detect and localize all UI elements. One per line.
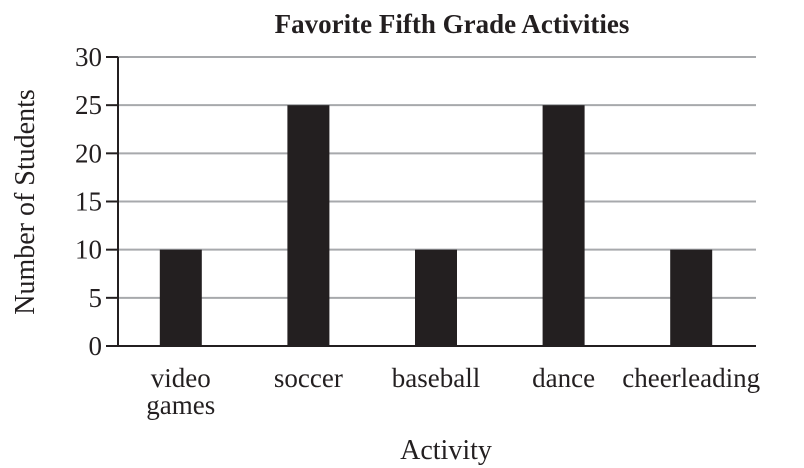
chart-title: Favorite Fifth Grade Activities: [275, 9, 630, 39]
y-tick-label: 5: [89, 283, 103, 313]
x-category-label: video: [151, 363, 211, 393]
axes: [106, 56, 756, 347]
bar: [670, 249, 713, 346]
x-axis-label: Activity: [400, 435, 492, 466]
y-tick-label: 15: [75, 187, 102, 217]
x-category-label: soccer: [274, 363, 343, 393]
bar: [287, 105, 330, 347]
y-axis-label: Number of Students: [10, 89, 41, 315]
bars: [159, 105, 713, 347]
y-tick-label: 30: [75, 42, 102, 72]
x-category-label: dance: [532, 363, 595, 393]
y-tick-label: 25: [75, 90, 102, 120]
x-category-label: baseball: [392, 363, 480, 393]
gridlines: [118, 56, 756, 299]
x-category-label: cheerleading: [622, 363, 760, 393]
bar: [159, 249, 202, 346]
x-category-label: games: [146, 390, 215, 420]
y-tick-label: 20: [75, 138, 102, 168]
y-tick-label: 10: [75, 235, 102, 265]
bar: [542, 105, 585, 347]
y-tick-labels: 0 5 10 15 20 25 30: [75, 42, 102, 361]
y-tick-label: 0: [89, 331, 103, 361]
bar: [415, 249, 457, 346]
